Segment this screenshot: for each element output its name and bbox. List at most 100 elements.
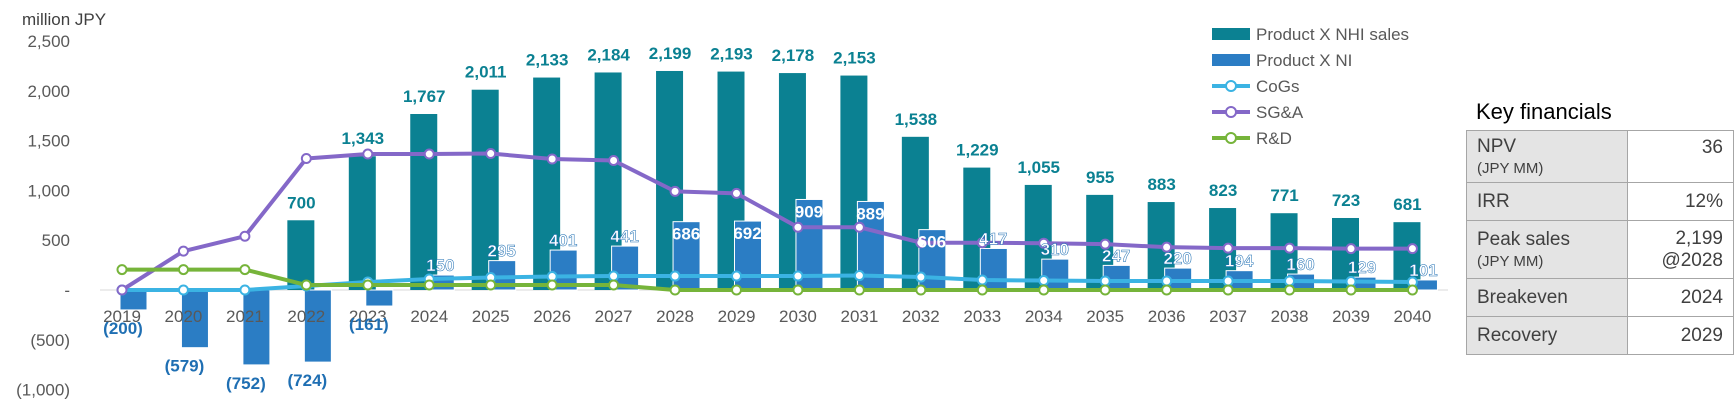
legend-label-product-x-ni: Product X NI [1256,51,1352,70]
data-label-nhi-sales: 2,011 [465,63,507,82]
kf-value-irr: 12% [1627,182,1734,221]
x-tick-label: 2024 [410,307,448,326]
marker-sg-a [239,230,251,242]
bar-nhi-sales [348,156,376,290]
x-tick-label: 2027 [595,307,633,326]
marker-sg-a [608,155,620,167]
marker-cogs [1038,275,1050,287]
kf-row-breakeven: Breakeven 2024 [1466,278,1734,317]
bar-ni [180,289,209,349]
y-tick-label: - [64,281,70,300]
legend-label-sg-a: SG&A [1256,103,1304,122]
marker-sg-a [546,153,558,165]
data-label-ni: 692 [733,224,761,243]
kf-label-npv: NPV (JPY MM) [1466,130,1628,183]
x-tick-label: 2040 [1394,307,1432,326]
marker-sg-a [423,148,435,160]
kf-row-peak-sales: Peak sales (JPY MM) 2,199 @2028 [1466,220,1734,279]
data-label-nhi-sales: 2,178 [772,46,815,65]
x-tick-label: 2020 [165,307,203,326]
data-label-ni: (579) [165,357,205,376]
marker-r-d [1222,284,1234,296]
bar-ni [242,289,271,366]
marker-cogs [1222,275,1234,287]
data-label-nhi-sales: 1,767 [403,87,446,106]
marker-cogs [608,270,620,282]
x-tick-label: 2033 [963,307,1001,326]
data-label-ni: 909 [795,202,823,221]
y-tick-label: 2,000 [27,82,70,101]
data-label-nhi-sales: 1,229 [956,141,999,160]
marker-cogs [731,270,742,282]
bar-ni [303,289,332,363]
x-tick-label: 2021 [226,307,264,326]
bar-ni [365,289,394,307]
marker-sg-a [792,221,804,233]
x-tick-label: 2035 [1086,307,1124,326]
marker-r-d [608,279,620,291]
data-label-nhi-sales: 681 [1393,195,1421,214]
marker-r-d [915,284,927,296]
data-label-ni: 101 [1409,261,1437,280]
kf-label-irr: IRR [1466,182,1628,221]
x-tick-label: 2039 [1332,307,1370,326]
data-label-nhi-sales: 1,055 [1017,158,1060,177]
data-label-nhi-sales: 823 [1209,181,1237,200]
marker-r-d [362,279,374,291]
marker-r-d [1161,284,1173,296]
legend-label-product-x-nhi-sales: Product X NHI sales [1256,25,1409,44]
data-label-ni: (161) [349,315,389,334]
marker-sg-a [1345,243,1357,255]
bar-nhi-sales [471,89,499,290]
data-label-nhi-sales: 883 [1147,175,1175,194]
legend-marker-sg-a [1225,106,1237,118]
marker-cogs [915,271,927,283]
financial-projection-chart: million JPY 2,500 2,000 1,500 1,000 500 - (500)… [16,10,1448,400]
marker-sg-a [1222,242,1234,254]
x-tick-label: 2037 [1209,307,1247,326]
legend-label-r-d: R&D [1256,129,1292,148]
data-label-ni: 129 [1348,258,1376,277]
data-label-nhi-sales: 955 [1086,168,1114,187]
data-label-nhi-sales: 2,193 [710,45,753,64]
marker-cogs [239,284,251,296]
marker-r-d [731,284,742,296]
marker-r-d [239,264,251,276]
bar-nhi-sales [410,114,438,290]
marker-cogs [976,274,988,286]
marker-sg-a [1406,243,1418,255]
x-tick-label: 2030 [779,307,817,326]
marker-r-d [177,264,189,276]
marker-cogs [1284,275,1296,287]
marker-sg-a [1284,242,1296,254]
key-financials-title: Key financials [1476,99,1612,124]
y-tick-label: 1,500 [27,132,70,151]
marker-r-d [1099,284,1111,296]
marker-sg-a [177,245,189,257]
x-tick-label: 2029 [718,307,756,326]
data-label-ni: 441 [610,227,638,246]
y-tick-label: (1,000) [16,381,70,400]
marker-cogs [1161,275,1173,287]
kf-value-peak-sales: 2,199 @2028 [1627,220,1734,279]
data-label-ni: 686 [672,225,700,244]
marker-r-d [546,279,558,291]
key-financials-panel: Key financials NPV (JPY MM) 36 IRR 12% Pe… [1466,98,1734,355]
marker-cogs [1099,275,1111,287]
data-label-nhi-sales: 771 [1270,186,1298,205]
bar-nhi-sales [287,220,315,290]
x-tick-label: 2026 [533,307,571,326]
data-label-nhi-sales: 1,538 [895,110,938,129]
marker-sg-a [116,284,128,296]
marker-sg-a [976,237,988,249]
data-label-nhi-sales: 723 [1332,191,1360,210]
x-tick-label: 2019 [103,307,141,326]
marker-r-d [116,264,128,276]
data-label-ni: 310 [1041,240,1069,259]
y-tick-label: 2,500 [27,32,70,51]
legend-marker-cogs [1225,80,1237,92]
x-tick-label: 2022 [287,307,325,326]
marker-sg-a [485,148,497,160]
key-financials-table: NPV (JPY MM) 36 IRR 12% Peak sales (JPY MM… [1466,130,1734,355]
marker-r-d [976,284,988,296]
